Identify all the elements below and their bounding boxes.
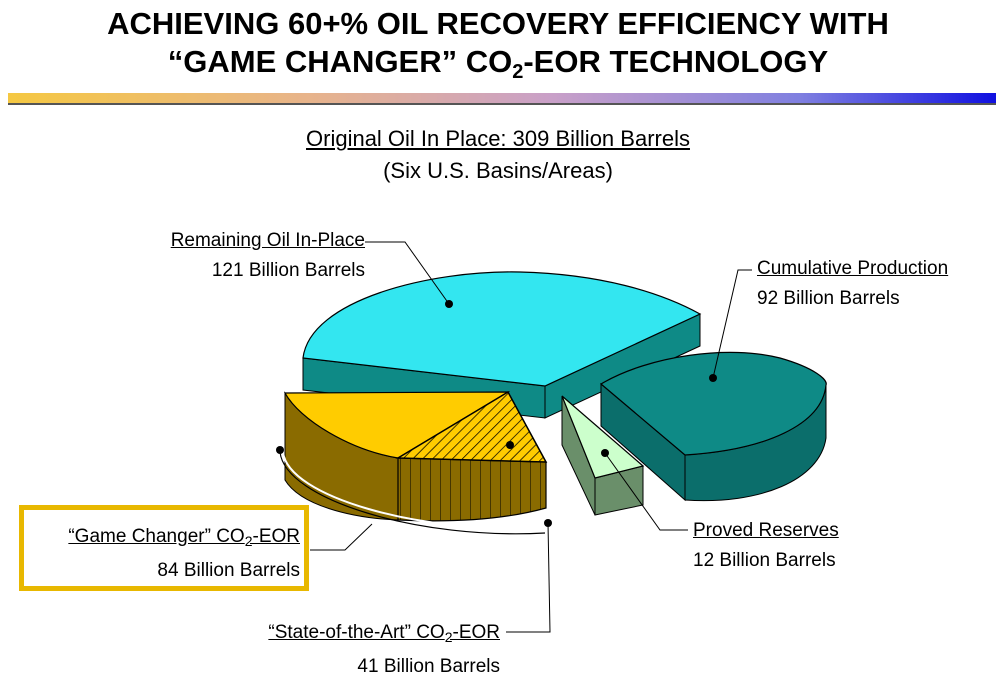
- slice-value: 92 Billion Barrels: [757, 288, 900, 309]
- game-changer-highlight-box: [19, 505, 309, 591]
- label-remaining-oil: Remaining Oil In-Place 121 Billion Barre…: [60, 226, 365, 286]
- slice-label: Proved Reserves: [693, 520, 839, 541]
- label-proved-reserves: Proved Reserves 12 Billion Barrels: [693, 516, 913, 576]
- slice-label: “State-of-the-Art” CO2-EOR: [268, 622, 500, 645]
- slice-value: 121 Billion Barrels: [211, 260, 365, 281]
- slice-label: Remaining Oil In-Place: [170, 230, 365, 251]
- eor-bracket-highlight: [282, 451, 546, 530]
- title-gradient-rule: [8, 93, 996, 103]
- chart-title: Original Oil In Place: 309 Billion Barre…: [306, 126, 690, 151]
- title-text-pre: “GAME CHANGER” CO: [167, 44, 513, 79]
- eor-bracket-curve: [279, 451, 546, 535]
- label-cumulative-production: Cumulative Production 92 Billion Barrels: [757, 254, 993, 314]
- slice-remaining-oil: [302, 271, 702, 419]
- leader-lines: [310, 241, 752, 633]
- label-game-changer: “Game Changer” CO2-EOR 84 Billion Barrel…: [20, 522, 300, 586]
- slice-value: 84 Billion Barrels: [157, 560, 300, 581]
- slice-label: Cumulative Production: [757, 258, 949, 279]
- slice-proved-reserves: [561, 395, 645, 516]
- title-underline-rule: [8, 103, 996, 105]
- label-state-of-the-art: “State-of-the-Art” CO2-EOR 41 Billion Ba…: [200, 618, 500, 682]
- page-title-line-2: “GAME CHANGER” CO2-EOR TECHNOLOGY: [0, 44, 996, 83]
- title-text-post: -EOR TECHNOLOGY: [523, 44, 829, 79]
- chart-subtitle: (Six U.S. Basins/Areas): [383, 158, 613, 183]
- leader-dots: [276, 300, 717, 527]
- slice-value: 41 Billion Barrels: [357, 656, 500, 677]
- slice-label: “Game Changer” CO2-EOR: [68, 526, 300, 549]
- slice-cumulative-production: [599, 351, 827, 502]
- slice-value: 12 Billion Barrels: [693, 550, 836, 571]
- page-title-line-1: ACHIEVING 60+% OIL RECOVERY EFFICIENCY W…: [107, 6, 889, 41]
- title-subscript: 2: [512, 61, 524, 83]
